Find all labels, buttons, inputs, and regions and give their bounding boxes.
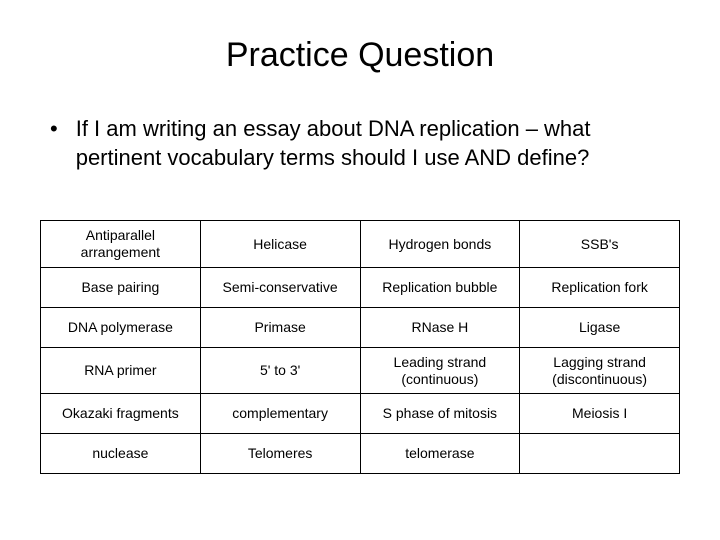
table-row: Okazaki fragments complementary S phase … [41,394,680,434]
table-row: Base pairing Semi-conservative Replicati… [41,267,680,307]
table-cell: complementary [200,394,360,434]
table-cell: Meiosis I [520,394,680,434]
table-cell: Antiparallel arrangement [41,221,201,268]
table-cell: Telomeres [200,434,360,474]
table-row: DNA polymerase Primase RNase H Ligase [41,307,680,347]
table-cell: Base pairing [41,267,201,307]
table-cell: Lagging strand (discontinuous) [520,347,680,394]
table-cell: RNase H [360,307,520,347]
table-row: RNA primer 5' to 3' Leading strand (cont… [41,347,680,394]
slide-container: Practice Question • If I am writing an e… [0,0,720,540]
table-cell: Hydrogen bonds [360,221,520,268]
table-cell: SSB's [520,221,680,268]
table-cell: Leading strand (continuous) [360,347,520,394]
table-cell: Primase [200,307,360,347]
table-cell: Ligase [520,307,680,347]
bullet-item: • If I am writing an essay about DNA rep… [40,115,680,172]
table-cell: 5' to 3' [200,347,360,394]
vocab-table: Antiparallel arrangement Helicase Hydrog… [40,220,680,474]
bullet-marker: • [50,115,58,144]
table-cell: Semi-conservative [200,267,360,307]
table-cell: nuclease [41,434,201,474]
table-cell: Replication bubble [360,267,520,307]
table-row: Antiparallel arrangement Helicase Hydrog… [41,221,680,268]
table-cell: S phase of mitosis [360,394,520,434]
table-cell: Replication fork [520,267,680,307]
table-cell: telomerase [360,434,520,474]
table-cell: RNA primer [41,347,201,394]
table-row: nuclease Telomeres telomerase [41,434,680,474]
table-cell: Helicase [200,221,360,268]
slide-title: Practice Question [40,36,680,75]
table-cell: Okazaki fragments [41,394,201,434]
table-cell: DNA polymerase [41,307,201,347]
table-cell [520,434,680,474]
bullet-text: If I am writing an essay about DNA repli… [76,115,680,172]
